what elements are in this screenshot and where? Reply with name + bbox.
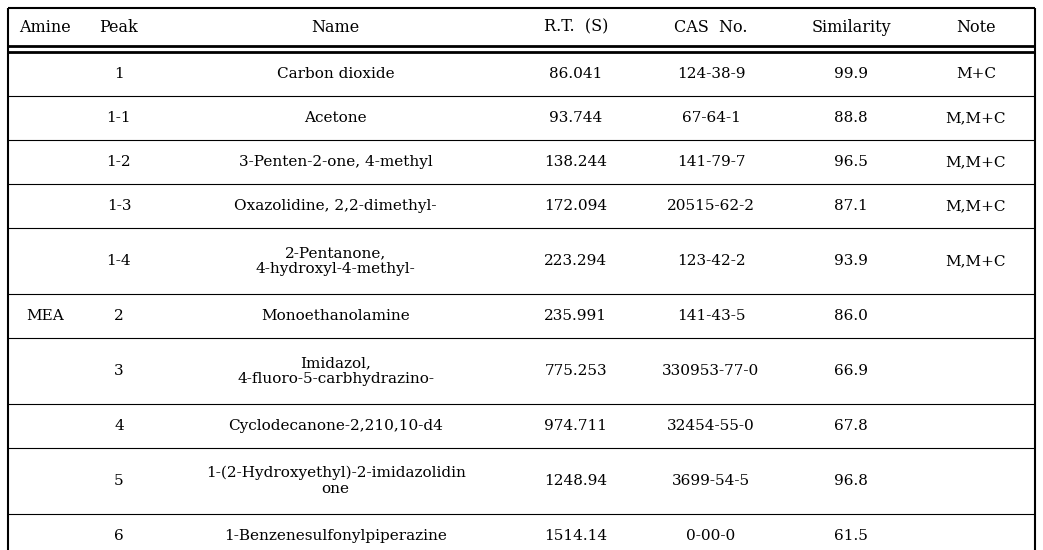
- Text: 93.9: 93.9: [834, 254, 868, 268]
- Text: Peak: Peak: [99, 19, 139, 36]
- Text: Acetone: Acetone: [305, 111, 367, 125]
- Text: Oxazolidine, 2,2-dimethyl-: Oxazolidine, 2,2-dimethyl-: [235, 199, 437, 213]
- Text: 5: 5: [114, 474, 124, 488]
- Text: 67.8: 67.8: [834, 419, 868, 433]
- Text: 775.253: 775.253: [544, 364, 607, 378]
- Text: 123-42-2: 123-42-2: [677, 254, 746, 268]
- Text: 141-43-5: 141-43-5: [677, 309, 746, 323]
- Text: 88.8: 88.8: [834, 111, 868, 125]
- Text: 3699-54-5: 3699-54-5: [672, 474, 750, 488]
- Text: 3-Penten-2-one, 4-methyl: 3-Penten-2-one, 4-methyl: [239, 155, 433, 169]
- Text: M,M+C: M,M+C: [946, 199, 1006, 213]
- Text: 6: 6: [114, 529, 124, 543]
- Text: 2-Pentanone,
4-hydroxyl-4-methyl-: 2-Pentanone, 4-hydroxyl-4-methyl-: [256, 246, 415, 276]
- Text: 86.041: 86.041: [550, 67, 603, 81]
- Text: 141-79-7: 141-79-7: [677, 155, 746, 169]
- Text: Name: Name: [312, 19, 360, 36]
- Text: 235.991: 235.991: [544, 309, 607, 323]
- Text: 172.094: 172.094: [544, 199, 607, 213]
- Text: M+C: M+C: [956, 67, 996, 81]
- Text: 1514.14: 1514.14: [544, 529, 607, 543]
- Text: Amine: Amine: [19, 19, 71, 36]
- Text: 138.244: 138.244: [544, 155, 607, 169]
- Text: Cyclodecanone-2,210,10-d4: Cyclodecanone-2,210,10-d4: [228, 419, 443, 433]
- Text: 1-(2-Hydroxyethyl)-2-imidazolidin
one: 1-(2-Hydroxyethyl)-2-imidazolidin one: [205, 466, 465, 496]
- Text: 93.744: 93.744: [550, 111, 603, 125]
- Text: 974.711: 974.711: [544, 419, 607, 433]
- Text: 1: 1: [114, 67, 124, 81]
- Text: 96.5: 96.5: [834, 155, 868, 169]
- Text: 1248.94: 1248.94: [544, 474, 607, 488]
- Text: M,M+C: M,M+C: [946, 111, 1006, 125]
- Text: 1-Benzenesulfonylpiperazine: 1-Benzenesulfonylpiperazine: [224, 529, 447, 543]
- Text: Similarity: Similarity: [811, 19, 891, 36]
- Text: 2: 2: [114, 309, 124, 323]
- Text: 0-00-0: 0-00-0: [686, 529, 735, 543]
- Text: Imidazol,
4-fluoro-5-carbhydrazino-: Imidazol, 4-fluoro-5-carbhydrazino-: [237, 356, 434, 386]
- Text: 99.9: 99.9: [834, 67, 868, 81]
- Text: 20515-62-2: 20515-62-2: [666, 199, 755, 213]
- Text: 3: 3: [114, 364, 124, 378]
- Text: M,M+C: M,M+C: [946, 155, 1006, 169]
- Text: 87.1: 87.1: [834, 199, 868, 213]
- Text: 96.8: 96.8: [834, 474, 868, 488]
- Text: 32454-55-0: 32454-55-0: [668, 419, 755, 433]
- Text: 4: 4: [114, 419, 124, 433]
- Text: Note: Note: [956, 19, 996, 36]
- Text: R.T.  (S): R.T. (S): [543, 19, 608, 36]
- Text: CAS  No.: CAS No.: [674, 19, 748, 36]
- Text: 1-2: 1-2: [106, 155, 131, 169]
- Text: 1-4: 1-4: [106, 254, 131, 268]
- Text: Monoethanolamine: Monoethanolamine: [261, 309, 410, 323]
- Text: 67-64-1: 67-64-1: [681, 111, 741, 125]
- Text: 66.9: 66.9: [834, 364, 868, 378]
- Text: 1-3: 1-3: [106, 199, 131, 213]
- Text: M,M+C: M,M+C: [946, 254, 1006, 268]
- Text: MEA: MEA: [26, 309, 64, 323]
- Text: 1-1: 1-1: [106, 111, 131, 125]
- Text: 124-38-9: 124-38-9: [677, 67, 746, 81]
- Text: 86.0: 86.0: [834, 309, 868, 323]
- Text: 61.5: 61.5: [834, 529, 868, 543]
- Text: Carbon dioxide: Carbon dioxide: [276, 67, 394, 81]
- Text: 330953-77-0: 330953-77-0: [662, 364, 759, 378]
- Text: 223.294: 223.294: [544, 254, 607, 268]
